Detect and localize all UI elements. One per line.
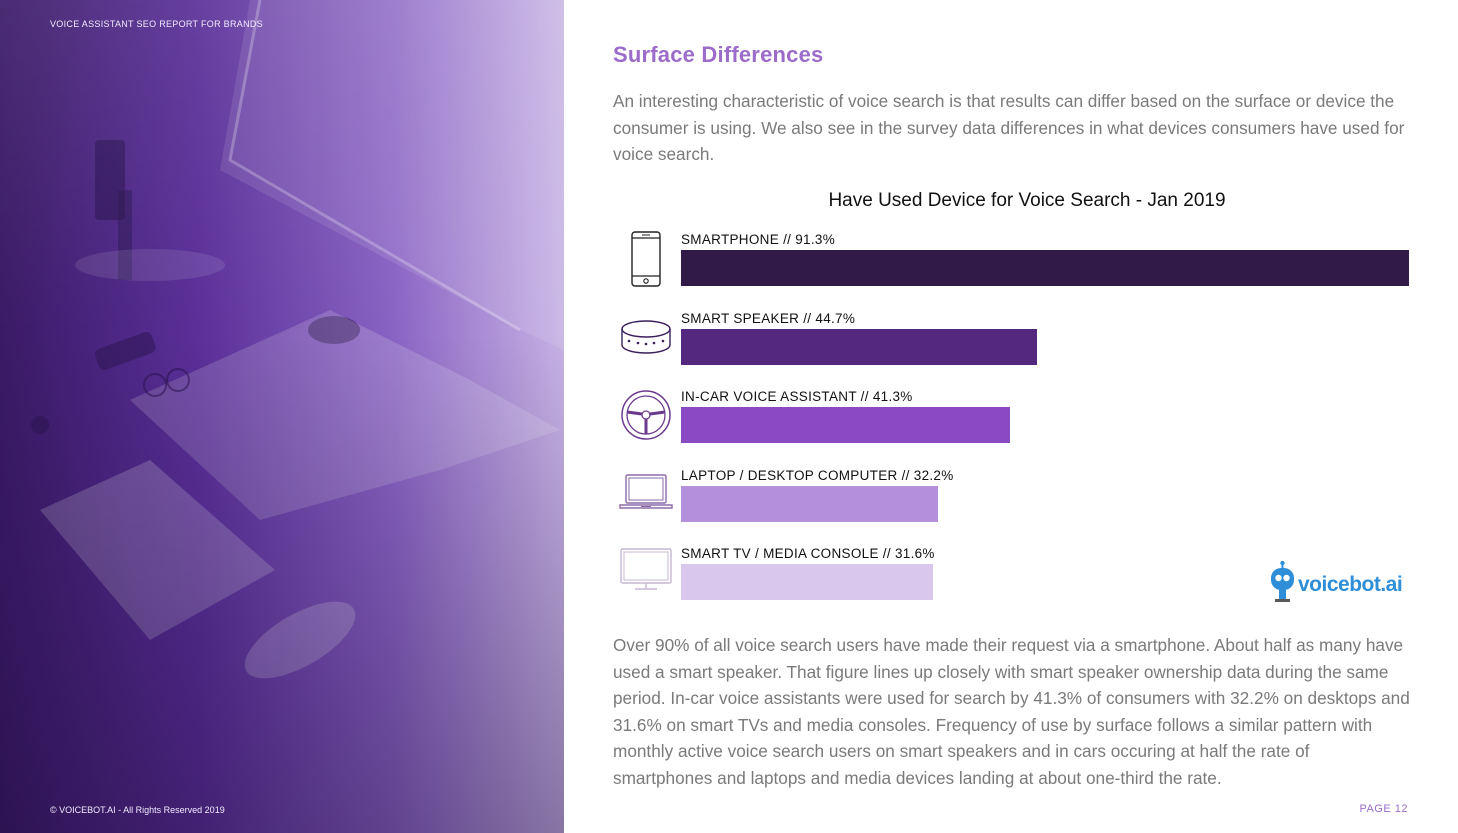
steering-wheel-icon bbox=[617, 386, 675, 444]
bar-label: SMART TV / MEDIA CONSOLE // 31.6% bbox=[681, 546, 935, 561]
device-usage-bar-chart: SMARTPHONE // 91.3% SMART SPEAKER // 44.7… bbox=[613, 225, 1413, 605]
bar bbox=[681, 407, 1010, 443]
bar-label: IN-CAR VOICE ASSISTANT // 41.3% bbox=[681, 389, 913, 404]
tv-icon bbox=[617, 543, 675, 601]
section-title: Surface Differences bbox=[613, 42, 824, 67]
summary-paragraph: Over 90% of all voice search users have … bbox=[613, 635, 1410, 788]
laptop-icon bbox=[617, 465, 675, 523]
voicebot-logo: voicebot.ai bbox=[1268, 560, 1413, 607]
intro-paragraph: An interesting characteristic of voice s… bbox=[613, 91, 1405, 164]
desk-scene-illustration bbox=[31, 0, 564, 679]
copyright-notice: © VOICEBOT.AI - All Rights Reserved 2019 bbox=[50, 805, 225, 815]
bar bbox=[681, 328, 1037, 365]
logo-wordmark: voicebot.ai bbox=[1298, 573, 1403, 596]
page-number: PAGE 12 bbox=[1359, 803, 1408, 815]
bar bbox=[681, 564, 933, 600]
robot-icon bbox=[1271, 560, 1294, 602]
bar-label: SMART SPEAKER // 44.7% bbox=[681, 310, 856, 326]
report-title: VOICE ASSISTANT SEO REPORT FOR BRANDS bbox=[50, 19, 263, 29]
photo-gradient-overlay bbox=[0, 0, 564, 833]
smart-speaker-icon bbox=[617, 308, 675, 366]
bar bbox=[681, 250, 1409, 286]
chart-title: Have Used Device for Voice Search - Jan … bbox=[828, 190, 1226, 211]
bar bbox=[681, 485, 938, 522]
bar-label: LAPTOP / DESKTOP COMPUTER // 32.2% bbox=[681, 467, 954, 483]
bar-label: SMARTPHONE // 91.3% bbox=[681, 232, 835, 247]
background-photo-panel bbox=[0, 0, 564, 833]
smartphone-icon bbox=[617, 229, 675, 287]
